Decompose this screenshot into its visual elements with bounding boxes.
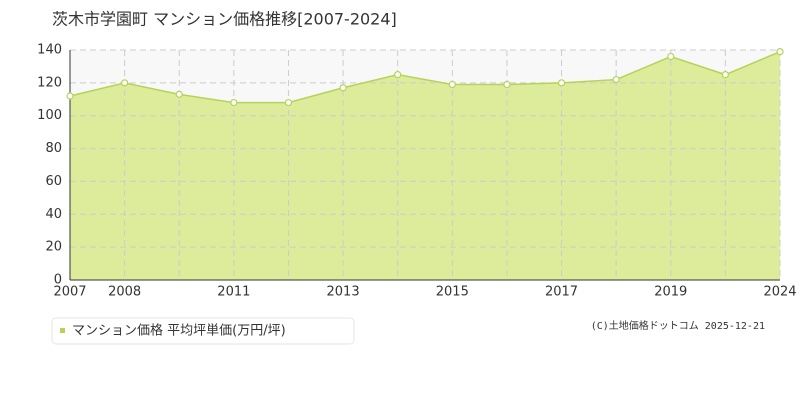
y-tick-label: 120 (37, 75, 62, 90)
point (448, 80, 456, 89)
point (721, 71, 729, 79)
x-tick-label: 2024 (763, 285, 796, 300)
legend-swatch (60, 328, 65, 333)
x-tick-label: 2015 (436, 285, 469, 300)
point (175, 90, 183, 98)
point (776, 48, 784, 56)
point (66, 92, 74, 100)
point (667, 52, 675, 61)
x-tick-label: 2013 (327, 285, 360, 300)
line (69, 50, 781, 104)
point (503, 80, 511, 89)
area (70, 51, 780, 281)
legend-label: マンション価格 平均坪単価(万円/坪) (72, 323, 286, 339)
point (394, 71, 402, 79)
x-tick-label: 2007 (53, 285, 86, 300)
y-tick-label: 40 (45, 207, 62, 222)
legend: マンション価格 平均坪単価(万円/坪) (51, 317, 355, 345)
chart-title: 茨木市学園町 マンション価格推移[2007-2024] (52, 10, 397, 29)
copyright: (C)土地価格ドットコム 2025-12-21 (591, 319, 765, 332)
y-tick-label: 140 (37, 43, 62, 58)
y-tick-label: 100 (37, 108, 62, 123)
x-tick-label: 2011 (217, 285, 250, 300)
y-tick-label: 0 (54, 273, 62, 288)
x-tick-label: 2019 (654, 285, 687, 300)
x-tick-label: 2008 (108, 285, 141, 300)
point (284, 98, 293, 107)
point (612, 75, 620, 84)
y-tick-label: 20 (45, 240, 62, 255)
legend-box (51, 317, 355, 345)
y-tick-label: 80 (45, 141, 62, 156)
y-tick-label: 60 (45, 174, 62, 189)
point (121, 79, 129, 87)
point (339, 84, 347, 92)
x-tick-label: 2017 (545, 285, 578, 300)
point (230, 98, 238, 107)
point (557, 79, 566, 87)
